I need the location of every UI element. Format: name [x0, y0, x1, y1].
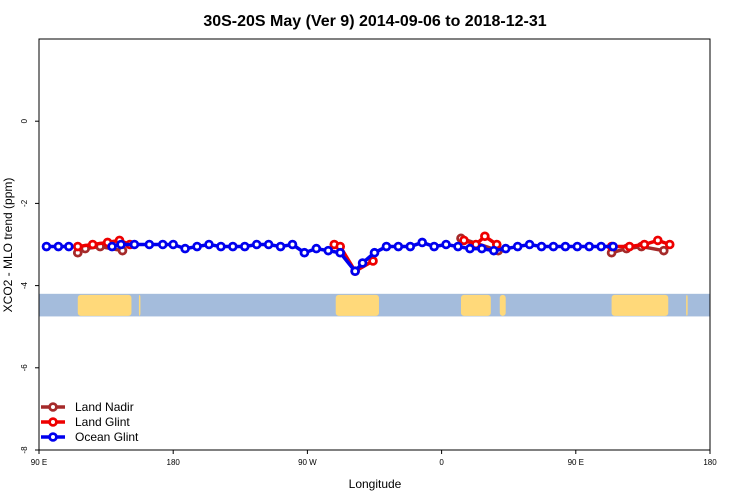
- data-point: [548, 241, 559, 252]
- data-point: [350, 266, 360, 277]
- data-point: [41, 241, 52, 252]
- y-tick-label: 0: [20, 118, 29, 123]
- data-point: [560, 241, 571, 252]
- data-point: [369, 247, 380, 258]
- data-point: [393, 241, 404, 252]
- data-point: [639, 239, 650, 250]
- x-tick-label: 90 W: [298, 458, 317, 467]
- data-point: [368, 256, 378, 266]
- data-point: [87, 239, 98, 250]
- data-point: [275, 241, 286, 252]
- data-point: [658, 245, 669, 256]
- data-point: [129, 239, 140, 250]
- data-point: [299, 247, 310, 258]
- legend-swatch-marker: [48, 402, 58, 412]
- data-point: [584, 241, 595, 252]
- data-point: [323, 245, 334, 256]
- x-tick-label: 0: [439, 458, 444, 467]
- legend-label: Land Glint: [75, 415, 130, 429]
- data-point: [465, 243, 475, 254]
- data-point: [480, 231, 490, 242]
- x-tick-label: 180: [703, 458, 717, 467]
- chart-title: 30S-20S May (Ver 9) 2014-09-06 to 2018-1…: [203, 13, 546, 30]
- data-point: [180, 243, 190, 254]
- data-point: [228, 241, 238, 252]
- y-tick-label: -2: [20, 199, 29, 207]
- data-point: [64, 241, 74, 252]
- legend-swatch-marker: [48, 417, 58, 427]
- x-axis-label: Longitude: [349, 477, 402, 491]
- data-point: [53, 241, 64, 252]
- legend-entry: Land Glint: [41, 415, 130, 429]
- data-point: [459, 235, 469, 246]
- data-point: [653, 235, 663, 246]
- legend-label: Ocean Glint: [75, 430, 139, 444]
- x-axis: 90 E 180 90 W 0 90 E 180: [31, 450, 717, 467]
- y-tick-label: -6: [20, 364, 29, 372]
- data-point: [405, 241, 416, 252]
- data-point: [204, 239, 214, 250]
- y-tick-label: -8: [20, 446, 29, 454]
- data-point: [116, 239, 126, 250]
- data-point: [664, 239, 675, 250]
- data-point: [311, 243, 322, 254]
- data-point: [488, 245, 499, 256]
- data-point: [251, 239, 262, 250]
- data-point: [417, 237, 428, 248]
- data-point: [596, 241, 606, 252]
- legend-entry: Land Nadir: [41, 400, 134, 414]
- land-segment-0: [77, 294, 132, 316]
- legend-entry: Ocean Glint: [41, 430, 139, 444]
- data-point: [168, 239, 179, 250]
- series-ocean-glint: [41, 237, 618, 277]
- data-point: [500, 243, 511, 254]
- land-segment-6: [686, 294, 688, 316]
- land-segment-4: [499, 294, 506, 316]
- data-point: [572, 241, 583, 252]
- data-point: [216, 241, 226, 252]
- data-point: [608, 241, 618, 252]
- data-point: [72, 241, 83, 252]
- land-segment-3: [460, 294, 491, 316]
- data-point: [335, 247, 346, 258]
- data-point: [524, 239, 535, 250]
- data-point: [624, 241, 635, 252]
- legend-label: Land Nadir: [75, 400, 134, 414]
- x-tick-label: 90 E: [568, 458, 584, 467]
- x-tick-label: 90 E: [31, 458, 47, 467]
- data-point: [441, 239, 451, 250]
- data-point: [192, 241, 202, 252]
- data-point: [107, 241, 117, 252]
- data-point: [453, 241, 463, 252]
- plot-frame: [38, 38, 711, 451]
- data-point: [536, 241, 547, 252]
- series-layer: [41, 231, 675, 277]
- land-ocean-band: [39, 293, 710, 317]
- data-point: [287, 239, 298, 250]
- land-segment-5: [611, 294, 669, 316]
- y-tick-label: -4: [20, 281, 29, 289]
- y-axis-label: XCO2 - MLO trend (ppm): [1, 178, 15, 313]
- y-axis: 0 -2 -4 -6 -8: [20, 118, 39, 454]
- legend-swatch-marker: [48, 432, 58, 442]
- data-point: [429, 241, 439, 252]
- data-point: [144, 239, 155, 250]
- series-line: [463, 234, 498, 247]
- data-point: [477, 243, 487, 254]
- data-point: [512, 241, 523, 252]
- data-point: [239, 241, 250, 252]
- data-point: [263, 239, 274, 250]
- data-point: [157, 239, 168, 250]
- data-point: [357, 258, 368, 268]
- land-segment-2: [335, 294, 379, 316]
- land-segment-1: [138, 294, 141, 316]
- x-tick-label: 180: [167, 458, 181, 467]
- data-point: [381, 241, 392, 252]
